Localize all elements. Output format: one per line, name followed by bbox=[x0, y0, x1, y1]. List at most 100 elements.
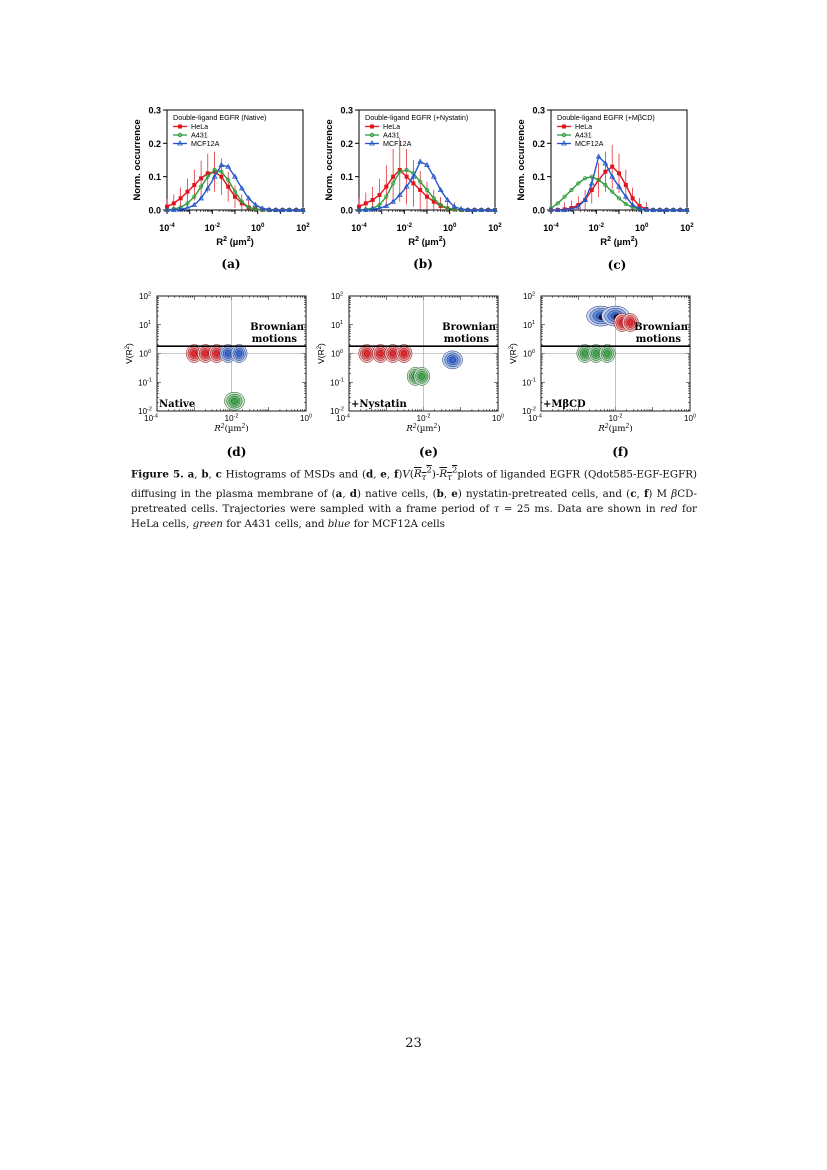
data-point bbox=[548, 206, 554, 212]
data-point bbox=[192, 194, 197, 199]
data-point bbox=[603, 182, 608, 188]
data-point bbox=[663, 206, 670, 212]
data-point bbox=[417, 158, 424, 164]
contour-level bbox=[224, 350, 231, 357]
legend-marker bbox=[561, 132, 567, 138]
x-tick-label: 10-4 bbox=[336, 413, 350, 423]
data-point bbox=[670, 206, 677, 212]
legend-entry-a431: A431 bbox=[383, 131, 400, 140]
data-point bbox=[286, 206, 293, 212]
x-tick-label: 100 bbox=[300, 413, 312, 423]
contour-cluster-a431 bbox=[224, 391, 245, 411]
x-tick-label: 10-2 bbox=[205, 222, 221, 233]
panel-letter-e: (e) bbox=[419, 445, 438, 459]
x-tick-label: 102 bbox=[296, 222, 310, 233]
data-point bbox=[177, 206, 184, 212]
x-tick-label: 102 bbox=[680, 222, 694, 233]
contour-cluster-mcf12a bbox=[230, 344, 248, 363]
data-point bbox=[629, 201, 636, 207]
caption-label: Figure 5. bbox=[131, 468, 184, 481]
data-point bbox=[170, 206, 177, 212]
panel-letter-a: (a) bbox=[221, 257, 240, 271]
contour-level bbox=[604, 350, 611, 357]
data-point bbox=[253, 207, 258, 212]
legend-entry-hela: HeLa bbox=[191, 122, 208, 131]
legend-marker bbox=[370, 124, 374, 129]
contour-level bbox=[401, 350, 407, 357]
motions-label: motions bbox=[252, 334, 298, 345]
contour-level bbox=[191, 350, 198, 357]
caption-text: a, b, c Histograms of MSDs and (d, e, f)… bbox=[131, 466, 698, 531]
data-point bbox=[575, 203, 582, 209]
data-point bbox=[616, 196, 622, 201]
data-point bbox=[603, 169, 608, 174]
y-tick-label: 101 bbox=[331, 320, 343, 330]
x-tick-label: 10-2 bbox=[397, 222, 413, 233]
y-tick-label: 10-2 bbox=[138, 406, 152, 416]
data-point bbox=[576, 181, 581, 186]
series-line-mcf12a bbox=[551, 155, 687, 211]
data-point bbox=[266, 206, 273, 212]
y-tick-label: 0.2 bbox=[340, 139, 353, 149]
data-point bbox=[204, 185, 211, 191]
legend-marker bbox=[369, 140, 375, 146]
condition-label: +Nystatin bbox=[351, 399, 407, 410]
data-point bbox=[437, 186, 444, 192]
y-tick-label: 10-2 bbox=[522, 406, 536, 416]
data-point bbox=[376, 205, 383, 211]
data-point bbox=[259, 205, 266, 211]
x-tick-label: 10-4 bbox=[351, 222, 367, 233]
y-tick-label: 10-1 bbox=[522, 378, 536, 388]
motions-label: motions bbox=[636, 334, 682, 345]
data-point bbox=[617, 171, 621, 176]
data-point bbox=[418, 188, 423, 192]
y-tick-label: 100 bbox=[331, 349, 343, 359]
data-point bbox=[300, 206, 306, 212]
brownian-label: Brownian bbox=[250, 322, 305, 333]
data-point bbox=[478, 206, 485, 212]
data-point bbox=[390, 198, 397, 204]
y-tick-label: 0.3 bbox=[148, 106, 161, 116]
data-point bbox=[384, 184, 389, 189]
contour-level bbox=[418, 373, 425, 380]
y-axis-label: V(R2) bbox=[124, 343, 134, 364]
data-point bbox=[610, 189, 615, 194]
legend-marker bbox=[178, 124, 182, 129]
y-tick-label: 0.3 bbox=[532, 106, 545, 116]
y-tick-label: 101 bbox=[523, 320, 535, 330]
data-point bbox=[238, 185, 245, 191]
y-tick-label: 0.0 bbox=[532, 206, 545, 216]
y-tick-label: 0.1 bbox=[148, 172, 161, 182]
data-point bbox=[211, 173, 218, 179]
y-tick-label: 101 bbox=[139, 320, 151, 330]
series-line-mcf12a bbox=[359, 160, 495, 211]
x-tick-label: 10-2 bbox=[589, 222, 605, 233]
contour-level bbox=[230, 397, 239, 405]
data-point bbox=[464, 206, 471, 212]
data-point bbox=[602, 160, 609, 166]
legend-entry-a431: A431 bbox=[191, 131, 208, 140]
data-point bbox=[610, 164, 615, 169]
x-tick-label: 10-2 bbox=[417, 413, 431, 423]
legend-marker bbox=[369, 132, 375, 138]
data-point bbox=[451, 203, 458, 209]
panel-letter-c: (c) bbox=[608, 258, 627, 272]
y-tick-label: 0.1 bbox=[532, 172, 545, 182]
legend-marker bbox=[177, 140, 183, 146]
data-point bbox=[239, 199, 244, 204]
contour-level bbox=[448, 356, 457, 364]
data-point bbox=[471, 206, 478, 212]
panel-letter-f: (f) bbox=[612, 445, 629, 459]
data-point bbox=[431, 196, 436, 201]
data-point bbox=[178, 196, 183, 201]
data-point bbox=[561, 206, 568, 212]
data-point bbox=[369, 206, 376, 212]
data-point bbox=[184, 204, 191, 210]
legend-entry-hela: HeLa bbox=[383, 122, 400, 131]
contour-level bbox=[593, 350, 599, 357]
y-tick-label: 0.0 bbox=[340, 206, 353, 216]
x-tick-label: 10-4 bbox=[543, 222, 559, 233]
data-point bbox=[363, 201, 368, 206]
data-point bbox=[171, 201, 176, 206]
